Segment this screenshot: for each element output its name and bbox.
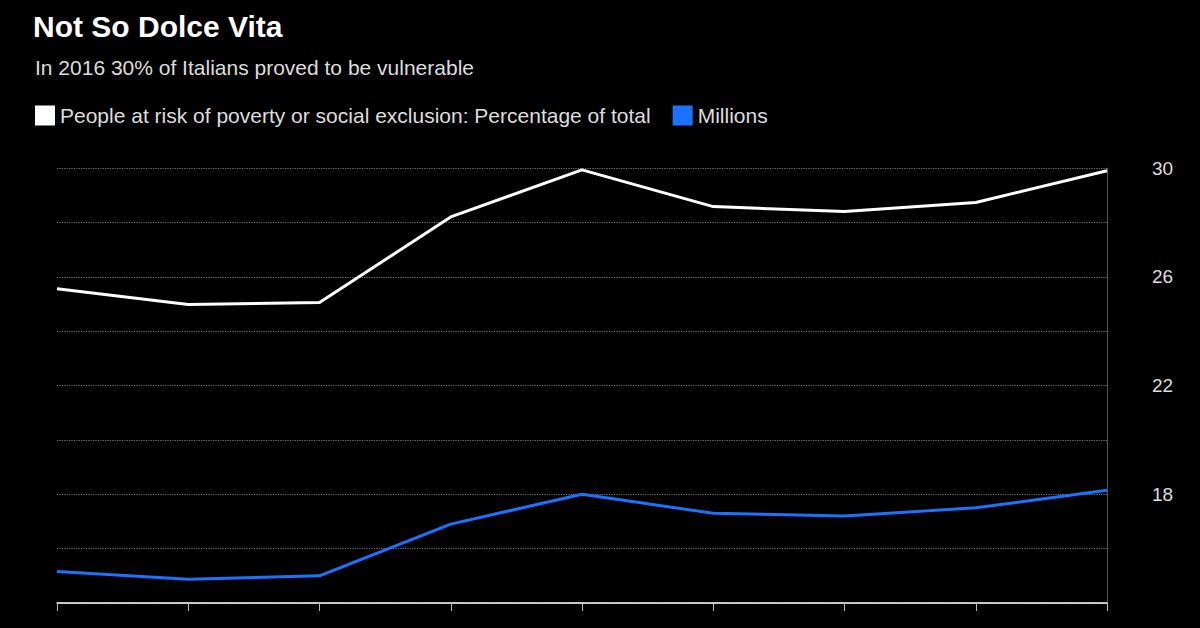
svg-text:30: 30 bbox=[1152, 158, 1173, 179]
svg-text:In 2016 30% of Italians proved: In 2016 30% of Italians proved to be vul… bbox=[35, 56, 474, 79]
svg-text:22: 22 bbox=[1152, 375, 1173, 396]
svg-text:Millions: Millions bbox=[698, 104, 768, 127]
svg-text:18: 18 bbox=[1152, 484, 1173, 505]
svg-text:26: 26 bbox=[1152, 266, 1173, 287]
svg-text:People at risk of poverty or s: People at risk of poverty or social excl… bbox=[60, 104, 651, 127]
svg-text:Not So Dolce Vita: Not So Dolce Vita bbox=[33, 10, 283, 43]
